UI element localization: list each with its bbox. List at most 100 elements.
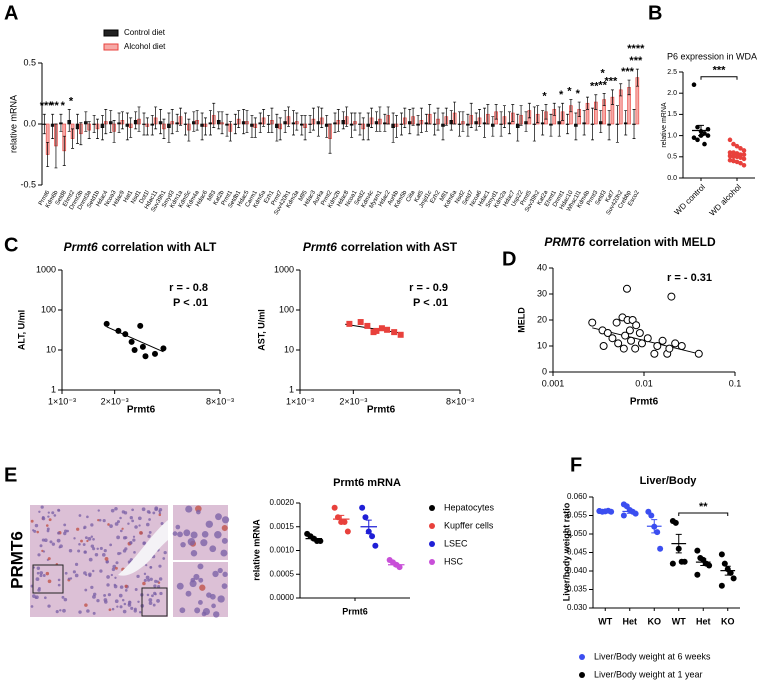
- data-point: [741, 162, 747, 168]
- error-bar: [511, 104, 515, 122]
- error-bar: [333, 112, 337, 133]
- nucleus: [92, 594, 96, 599]
- error-bar: [541, 110, 545, 136]
- legend-label: Control diet: [124, 28, 166, 37]
- bracket: [678, 512, 729, 517]
- error-bar: [444, 107, 448, 126]
- error-bar: [62, 135, 66, 166]
- error-bar: [170, 109, 174, 135]
- data-point: [151, 350, 158, 357]
- nucleus: [103, 598, 108, 602]
- error-bar: [557, 106, 561, 137]
- error-bar: [378, 106, 382, 132]
- nucleus: [221, 583, 228, 589]
- nucleus: [88, 557, 93, 562]
- significance: *: [559, 89, 564, 101]
- data-point: [122, 331, 129, 338]
- error-bar: [527, 102, 531, 119]
- error-bar: [179, 107, 183, 126]
- error-bar: [291, 110, 295, 136]
- error-bar: [51, 113, 55, 139]
- x-axis-label: Prmt6: [367, 405, 396, 416]
- nucleus: [176, 582, 184, 590]
- legend-marker: [429, 559, 435, 565]
- error-bar: [134, 111, 138, 130]
- error-bar: [311, 107, 315, 131]
- error-bar: [167, 112, 171, 143]
- data-point: [397, 331, 404, 338]
- nucleus: [133, 609, 137, 613]
- data-point: [691, 135, 697, 141]
- data-point: [741, 156, 747, 162]
- nucleus: [99, 546, 103, 550]
- nucleus: [149, 577, 153, 581]
- error-bar: [303, 115, 307, 141]
- nucleus: [106, 575, 110, 579]
- significance: **: [50, 100, 59, 112]
- error-bar: [187, 118, 191, 142]
- data-point: [731, 141, 736, 147]
- error-bar: [154, 106, 158, 130]
- error-bar: [208, 110, 212, 136]
- nucleus: [69, 577, 73, 580]
- stat-label: P < .01: [413, 297, 448, 309]
- error-bar: [59, 113, 63, 132]
- nucleus: [124, 547, 128, 551]
- nucleus: [119, 585, 124, 589]
- error-bar: [502, 105, 506, 129]
- error-bar: [419, 107, 423, 133]
- nucleus: [114, 576, 117, 579]
- data-point: [373, 327, 380, 334]
- nucleus: [172, 531, 178, 536]
- nucleus: [90, 544, 95, 548]
- data-point: [727, 157, 733, 163]
- nucleus: [116, 605, 119, 608]
- nucleus: [94, 552, 99, 557]
- error-bar: [590, 107, 594, 141]
- error-bar: [84, 111, 88, 132]
- x-tick-label: 1×10⁻³: [48, 396, 76, 406]
- nucleus: [117, 552, 121, 556]
- nucleus: [84, 588, 88, 592]
- x-tick-label: 8×10⁻³: [446, 396, 474, 406]
- error-bar: [258, 112, 262, 133]
- data-point: [359, 504, 366, 511]
- error-bar: [79, 122, 83, 146]
- sem-bar: [734, 152, 740, 157]
- nucleus: [42, 550, 46, 553]
- data-point: [741, 148, 747, 153]
- data-point: [372, 542, 379, 549]
- data-point: [396, 564, 403, 571]
- nucleus: [124, 536, 128, 540]
- error-bar: [532, 106, 536, 142]
- nucleus: [148, 530, 152, 534]
- data-point: [619, 344, 628, 353]
- nucleus: [127, 522, 130, 525]
- error-bar: [104, 109, 108, 135]
- nucleus: [114, 599, 119, 604]
- error-bar: [175, 113, 179, 132]
- error-bar: [308, 115, 312, 133]
- nucleus: [78, 542, 81, 546]
- error-bar: [184, 112, 188, 136]
- data-point: [160, 345, 167, 352]
- nucleus: [177, 531, 183, 538]
- error-bar: [486, 104, 490, 125]
- nucleus: [55, 610, 59, 614]
- significance: **: [598, 79, 607, 91]
- error-bar: [278, 117, 282, 141]
- legend-label: Hepatocytes: [444, 502, 495, 512]
- nucleus: [104, 556, 109, 561]
- nucleus: [73, 537, 76, 540]
- nucleus: [195, 505, 202, 513]
- nucleus: [175, 524, 181, 530]
- error-bar: [582, 110, 586, 136]
- y-tick-label: 10: [284, 344, 294, 354]
- y-tick-label: 30: [537, 288, 547, 298]
- error-bar: [610, 89, 614, 105]
- vessel: [118, 520, 168, 576]
- nucleus: [53, 514, 57, 517]
- data-point: [115, 327, 122, 334]
- data-point: [695, 124, 700, 130]
- data-point: [369, 533, 376, 540]
